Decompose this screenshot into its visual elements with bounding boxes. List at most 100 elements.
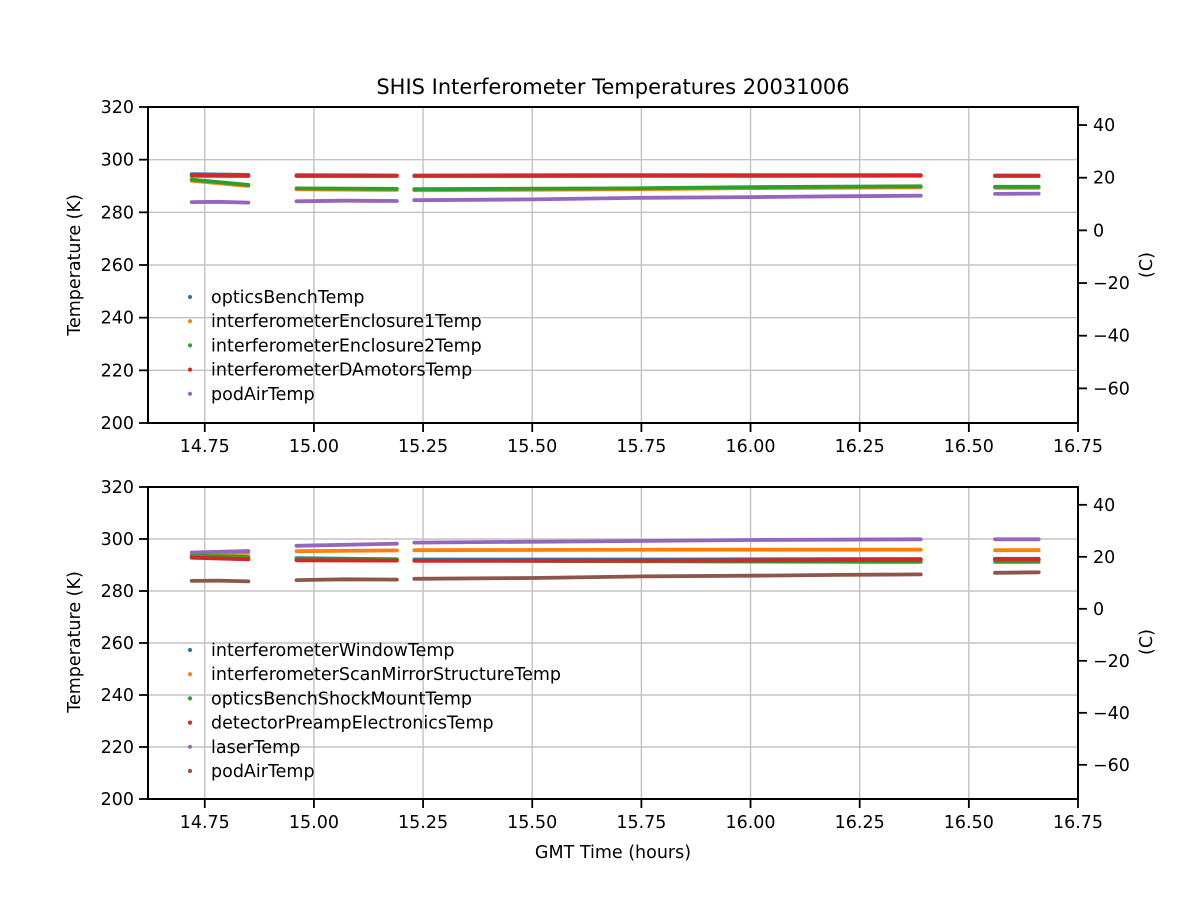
series-segment (412, 184, 923, 192)
series-segment (412, 547, 923, 553)
x-tick-label: 16.00 (725, 437, 775, 457)
y-tick-label: 240 (101, 309, 134, 329)
series-podAirTemp (189, 191, 1041, 205)
chart-title: SHIS Interferometer Temperatures 2003100… (376, 75, 850, 99)
top-y-axis-label: Temperature (K) (65, 194, 85, 336)
series-laserTemp (189, 537, 1041, 555)
x-tick-label: 14.75 (180, 813, 230, 833)
legend-marker-dot (187, 720, 193, 725)
x-tick-label: 15.75 (616, 813, 666, 833)
right-y-tick-label: −40 (1093, 327, 1130, 347)
x-tick-label: 16.75 (1053, 813, 1103, 833)
legend: interferometerWindowTemp interferometerSc… (187, 641, 561, 782)
legend-label: opticsBenchTemp (211, 288, 365, 308)
y-tick-label: 220 (101, 738, 134, 758)
series-interferometerEnclosure2Temp (189, 177, 1041, 192)
series-segment (294, 198, 399, 204)
x-tick-label: 15.00 (289, 437, 339, 457)
series-segment (412, 572, 923, 581)
right-y-tick-label: −60 (1093, 756, 1130, 776)
series-interferometerScanMirrorStructureTemp (189, 547, 1041, 556)
y-tick-label: 280 (101, 203, 134, 223)
axes-0: 14.75 15.00 15.25 15.50 15.75 16.00 16.25 16.50… (101, 98, 1130, 457)
y-tick-label: 240 (101, 686, 134, 706)
legend-label: interferometerWindowTemp (211, 641, 455, 661)
y-tick-label: 220 (101, 361, 134, 381)
x-tick-label: 14.75 (180, 437, 230, 457)
legend-label: detectorPreampElectronicsTemp (211, 714, 494, 734)
x-tick-label: 16.25 (835, 813, 885, 833)
x-tick-label: 15.25 (398, 813, 448, 833)
series-segment (412, 537, 923, 545)
right-y-tick-label: 40 (1093, 496, 1115, 516)
series-segment (294, 548, 399, 554)
right-y-tick-label: 20 (1093, 169, 1115, 189)
y-tick-label: 280 (101, 582, 134, 602)
legend-label: laserTemp (211, 738, 300, 758)
x-tick-label: 15.00 (289, 813, 339, 833)
top-right-y-axis-label: (C) (1137, 252, 1157, 278)
x-tick-label: 15.50 (507, 437, 557, 457)
right-y-tick-label: −40 (1093, 704, 1130, 724)
y-tick-label: 260 (101, 256, 134, 276)
series-detectorPreampElectronicsTemp (189, 555, 1041, 563)
legend-label: podAirTemp (211, 762, 315, 782)
legend-label: interferometerEnclosure1Temp (211, 312, 482, 332)
legend-label: interferometerEnclosure2Temp (211, 336, 482, 356)
y-tick-label: 200 (101, 790, 134, 810)
y-tick-label: 300 (101, 530, 134, 550)
y-tick-label: 300 (101, 151, 134, 171)
x-tick-label: 16.50 (944, 813, 994, 833)
legend-marker-dot (187, 672, 193, 677)
legend-label: opticsBenchShockMountTemp (211, 689, 472, 709)
series-segment (412, 193, 923, 203)
legend-label: interferometerScanMirrorStructureTemp (211, 665, 561, 685)
series-podAirTemp (189, 570, 1041, 584)
right-y-tick-label: 20 (1093, 548, 1115, 568)
series-segment (993, 570, 1041, 575)
series-segment (189, 549, 251, 555)
x-axis-label: GMT Time (hours) (534, 843, 692, 863)
legend-marker-dot (187, 367, 193, 372)
series-segment (189, 199, 251, 205)
right-y-tick-label: 0 (1093, 600, 1104, 620)
series-segment (189, 578, 251, 584)
x-tick-label: 15.75 (616, 437, 666, 457)
right-y-tick-label: −60 (1093, 379, 1130, 399)
legend-marker-dot (187, 696, 193, 701)
series-segment (189, 553, 251, 559)
y-tick-label: 260 (101, 634, 134, 654)
right-y-tick-label: −20 (1093, 652, 1130, 672)
axes-1: 14.75 15.00 15.25 15.50 15.75 16.00 16.25 16.50… (101, 478, 1130, 833)
y-tick-label: 200 (101, 414, 134, 434)
x-tick-label: 15.25 (398, 437, 448, 457)
legend-marker-dot (187, 647, 193, 653)
y-tick-label: 320 (101, 98, 134, 118)
legend-marker-dot (187, 744, 193, 749)
x-tick-label: 16.75 (1053, 437, 1103, 457)
right-y-tick-label: −20 (1093, 274, 1130, 294)
series-segment (294, 577, 399, 582)
legend-marker-dot (187, 391, 193, 396)
legend-label: podAirTemp (211, 385, 315, 405)
series-segment (412, 557, 923, 563)
legend: opticsBenchTemp interferometerEnclosure1T… (187, 288, 482, 405)
bottom-y-axis-label: Temperature (K) (65, 571, 85, 713)
x-tick-label: 16.50 (944, 437, 994, 457)
legend-marker-dot (187, 319, 193, 324)
legend-label: interferometerDAmotorsTemp (211, 361, 472, 381)
right-y-tick-label: 40 (1093, 116, 1115, 136)
legend-marker-dot (187, 343, 193, 348)
series-segment (294, 186, 399, 191)
series-segment (189, 555, 251, 562)
x-tick-label: 16.25 (835, 437, 885, 457)
bottom-right-y-axis-label: (C) (1137, 629, 1157, 655)
series-segment (294, 541, 399, 548)
series-segment (189, 177, 251, 187)
right-y-tick-label: 0 (1093, 221, 1104, 241)
legend-marker-dot (187, 294, 193, 300)
y-tick-label: 320 (101, 478, 134, 498)
x-tick-label: 16.00 (725, 813, 775, 833)
